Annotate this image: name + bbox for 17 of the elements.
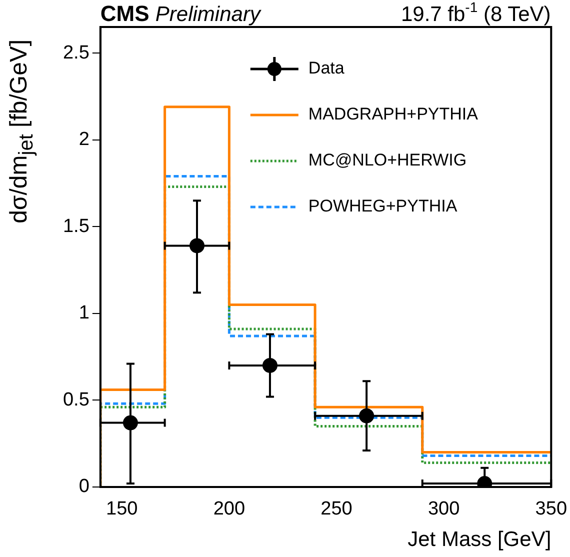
- x-tick-label: 200: [213, 498, 246, 520]
- y-tick-label: 2.5: [62, 42, 90, 64]
- y-tick-label: 0.5: [62, 389, 90, 410]
- y-tick-label: 1.5: [62, 216, 90, 237]
- x-tick-label: 300: [428, 498, 460, 520]
- x-tick-label: 150: [106, 498, 138, 520]
- chart-title: CMS Preliminary: [100, 1, 262, 26]
- legend-label: Data: [308, 58, 345, 78]
- y-tick-label: 1: [78, 302, 90, 324]
- x-tick-label: 250: [320, 498, 352, 520]
- legend-label: MC@NLO+HERWIG: [308, 150, 467, 170]
- legend-label: MADGRAPH+PYTHIA: [308, 104, 479, 124]
- y-tick-label: 2: [78, 129, 90, 150]
- legend-label: POWHEG+PYTHIA: [308, 196, 458, 216]
- x-tick-label: 350: [535, 498, 567, 520]
- y-tick-label: 0: [78, 476, 90, 498]
- x-axis-title: Jet Mass [GeV]: [408, 528, 552, 552]
